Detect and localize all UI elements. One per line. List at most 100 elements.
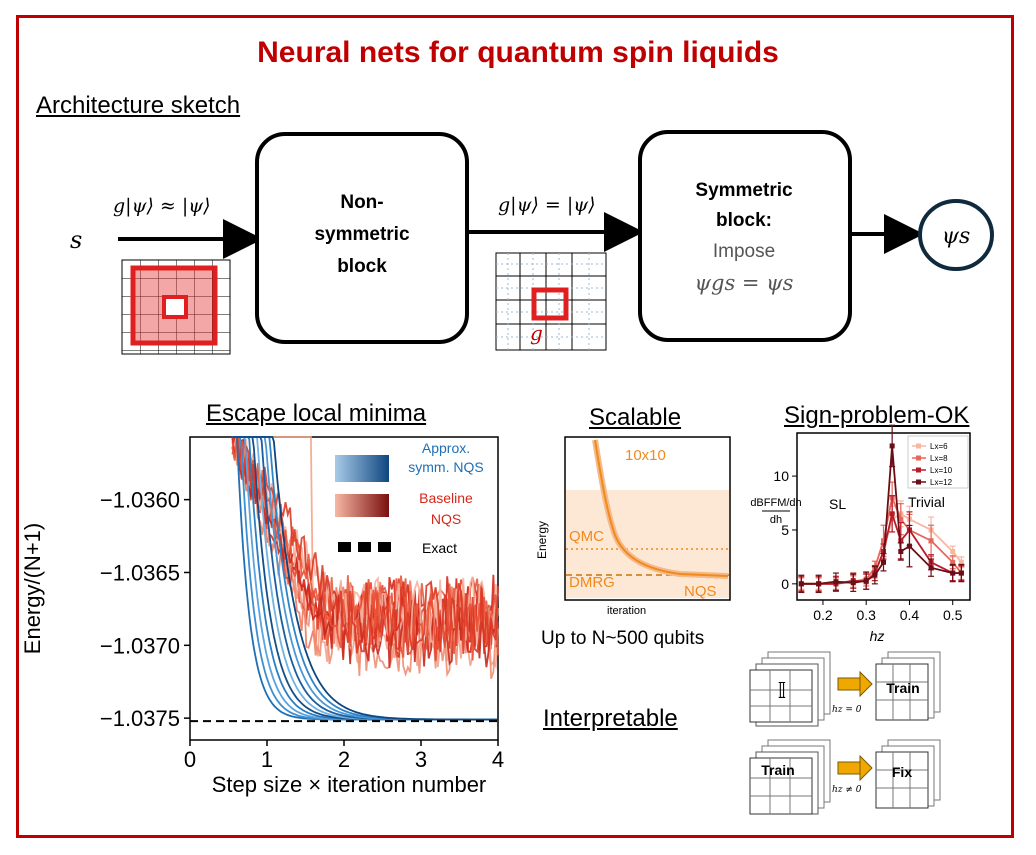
legend-swatch-exact — [358, 542, 371, 552]
sign-legend-marker — [916, 479, 921, 485]
y-tick-label: −1.0375 — [100, 706, 180, 731]
sign-legend-label: Lx=12 — [930, 478, 953, 487]
interpretable-heading: Interpretable — [543, 705, 678, 732]
sign-point — [881, 559, 886, 565]
legend-label-baseline-1: Baseline — [419, 490, 473, 506]
hz-nonzero: hz ≠ 0 — [832, 785, 862, 795]
arrow2-label: g|ψ⟩ = |ψ⟩ — [498, 194, 596, 216]
sign-point — [898, 516, 904, 522]
qmc-band — [566, 490, 729, 598]
region-sl: SL — [829, 496, 846, 512]
sign-legend-marker — [916, 443, 921, 449]
sign-chart: 0.2 0.3 0.4 0.5 0 5 10 hz dBFFM/dh dh SL Trivial Lx=… — [750, 424, 971, 644]
block1-line1: Non- — [340, 192, 383, 213]
sign-y-tick-label: 0 — [781, 576, 789, 592]
scalable-chart: 10x10 QMC DMRG NQS iteration Energy Up t… — [535, 436, 731, 649]
sign-point — [898, 549, 904, 555]
stack-train-top: Train — [875, 651, 941, 721]
legend-label-symmetric-1: Approx. — [422, 440, 470, 456]
x-tick-label: 3 — [415, 747, 427, 772]
legend-swatch-symmetric — [335, 455, 389, 482]
arrow1-label: g|ψ⟩ ≈ |ψ⟩ — [113, 195, 211, 217]
train-label-top: Train — [886, 680, 919, 696]
sign-point — [928, 538, 934, 544]
x-tick-label: 1 — [261, 747, 273, 772]
annot-nqs: NQS — [684, 583, 717, 600]
lattice-grid-approx — [121, 259, 231, 355]
sign-point — [798, 581, 804, 587]
x-tick-label: 0 — [184, 747, 196, 772]
escape-xlabel: Step size × iteration number — [212, 772, 487, 797]
arrow-box-1 — [837, 677, 861, 691]
sign-x-tick-label: 0.5 — [943, 607, 963, 623]
scalable-heading: Scalable — [589, 404, 682, 431]
lattice-grid-symmetric: g — [495, 252, 607, 351]
sign-xlabel: hz — [870, 628, 885, 644]
output-psi: ψs — [942, 224, 971, 249]
sign-ylabel: dBFFM/dh — [750, 497, 801, 509]
input-s: s — [70, 226, 82, 254]
y-tick-label: −1.0360 — [100, 488, 180, 513]
symmetric-block — [638, 130, 852, 342]
block1-line2: symmetric — [314, 224, 409, 245]
sign-legend-label: Lx=6 — [930, 442, 948, 451]
orange-arrow-1-icon — [859, 670, 873, 698]
output-node — [918, 199, 994, 271]
sign-legend-marker — [916, 467, 921, 473]
legend-swatch-exact — [378, 542, 391, 552]
sign-x-tick-label: 0.3 — [856, 607, 876, 623]
identity-symbol: 𝕀 — [778, 678, 787, 703]
non-symmetric-block — [255, 132, 469, 344]
hz-zero: hz = 0 — [832, 705, 862, 715]
sign-point — [958, 570, 964, 576]
sign-heading: Sign-problem-OK — [784, 402, 970, 429]
block2-line2: block: — [716, 210, 772, 231]
stack-train-bottom: Train — [749, 739, 831, 815]
sign-point — [958, 559, 964, 565]
sign-point — [889, 511, 895, 517]
annot-10x10: 10x10 — [625, 447, 666, 464]
fix-label: Fix — [892, 764, 912, 780]
annot-dmrg: DMRG — [569, 574, 615, 591]
train-label-bottom: Train — [761, 762, 794, 778]
sign-legend-label: Lx=8 — [930, 454, 948, 463]
x-tick-label: 4 — [492, 747, 504, 772]
escape-ylabel: Energy/(N+1) — [20, 523, 45, 654]
scalable-xlabel: iteration — [607, 605, 646, 617]
sign-legend-label: Lx=10 — [930, 466, 953, 475]
sign-point — [950, 559, 956, 565]
sign-ylabel-den: dh — [770, 514, 782, 526]
architecture-heading: Architecture sketch — [36, 92, 241, 119]
sign-point — [816, 581, 822, 587]
block1-line3: block — [337, 256, 387, 277]
architecture-diagram: s g|ψ⟩ ≈ |ψ⟩ Non- symmetric block g|ψ⟩ =… — [70, 130, 994, 355]
baseline-nqs-line — [231, 436, 499, 654]
sign-x-tick-label: 0.4 — [900, 607, 920, 623]
legend-swatch-baseline — [335, 494, 389, 517]
page-title: Neural nets for quantum spin liquids — [257, 36, 779, 69]
escape-heading: Escape local minima — [206, 400, 427, 427]
sign-point — [950, 570, 956, 576]
y-tick-label: −1.0365 — [100, 560, 180, 585]
sign-point — [950, 549, 956, 555]
legend-label-exact: Exact — [422, 540, 457, 556]
legend-label-baseline-2: NQS — [431, 511, 461, 527]
sign-point — [863, 578, 869, 584]
nqs-curve — [594, 439, 729, 577]
arrow-box-2 — [837, 761, 861, 775]
sign-x-tick-label: 0.2 — [813, 607, 833, 623]
poster-frame — [16, 15, 1014, 838]
legend-swatch-exact — [338, 542, 351, 552]
annot-qmc: QMC — [569, 528, 604, 545]
x-tick-label: 2 — [338, 747, 350, 772]
block2-equation: ψgs = ψs — [695, 271, 794, 295]
grid-g-label: g — [530, 321, 543, 345]
sign-y-tick-label: 5 — [781, 522, 789, 538]
sign-point — [889, 443, 895, 449]
scalable-ylabel: Energy — [535, 521, 549, 559]
scalable-caption: Up to N~500 qubits — [541, 628, 704, 649]
symmetric-nqs-line — [232, 436, 498, 721]
sign-point — [872, 572, 878, 578]
sign-y-tick-label: 10 — [773, 468, 789, 484]
